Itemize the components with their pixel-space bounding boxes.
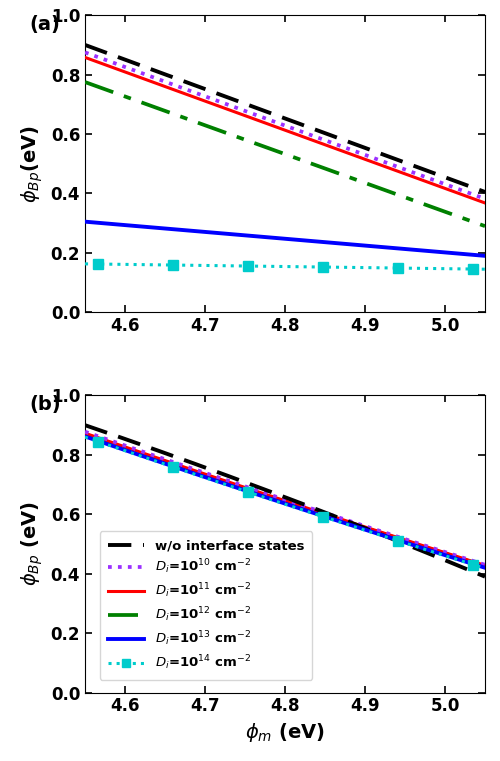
X-axis label: $\phi_m$ (eV): $\phi_m$ (eV)	[245, 721, 325, 744]
Y-axis label: $\phi_{Bp}$ (eV): $\phi_{Bp}$ (eV)	[20, 501, 45, 586]
Text: (b): (b)	[29, 396, 60, 415]
Y-axis label: $\phi_{Bp}$(eV): $\phi_{Bp}$(eV)	[20, 125, 45, 202]
Text: (a): (a)	[29, 15, 60, 34]
Legend: w/o interface states, $D_i$=10$^{10}$ cm$^{-2}$, $D_i$=10$^{11}$ cm$^{-2}$, $D_i: w/o interface states, $D_i$=10$^{10}$ cm…	[100, 531, 312, 680]
